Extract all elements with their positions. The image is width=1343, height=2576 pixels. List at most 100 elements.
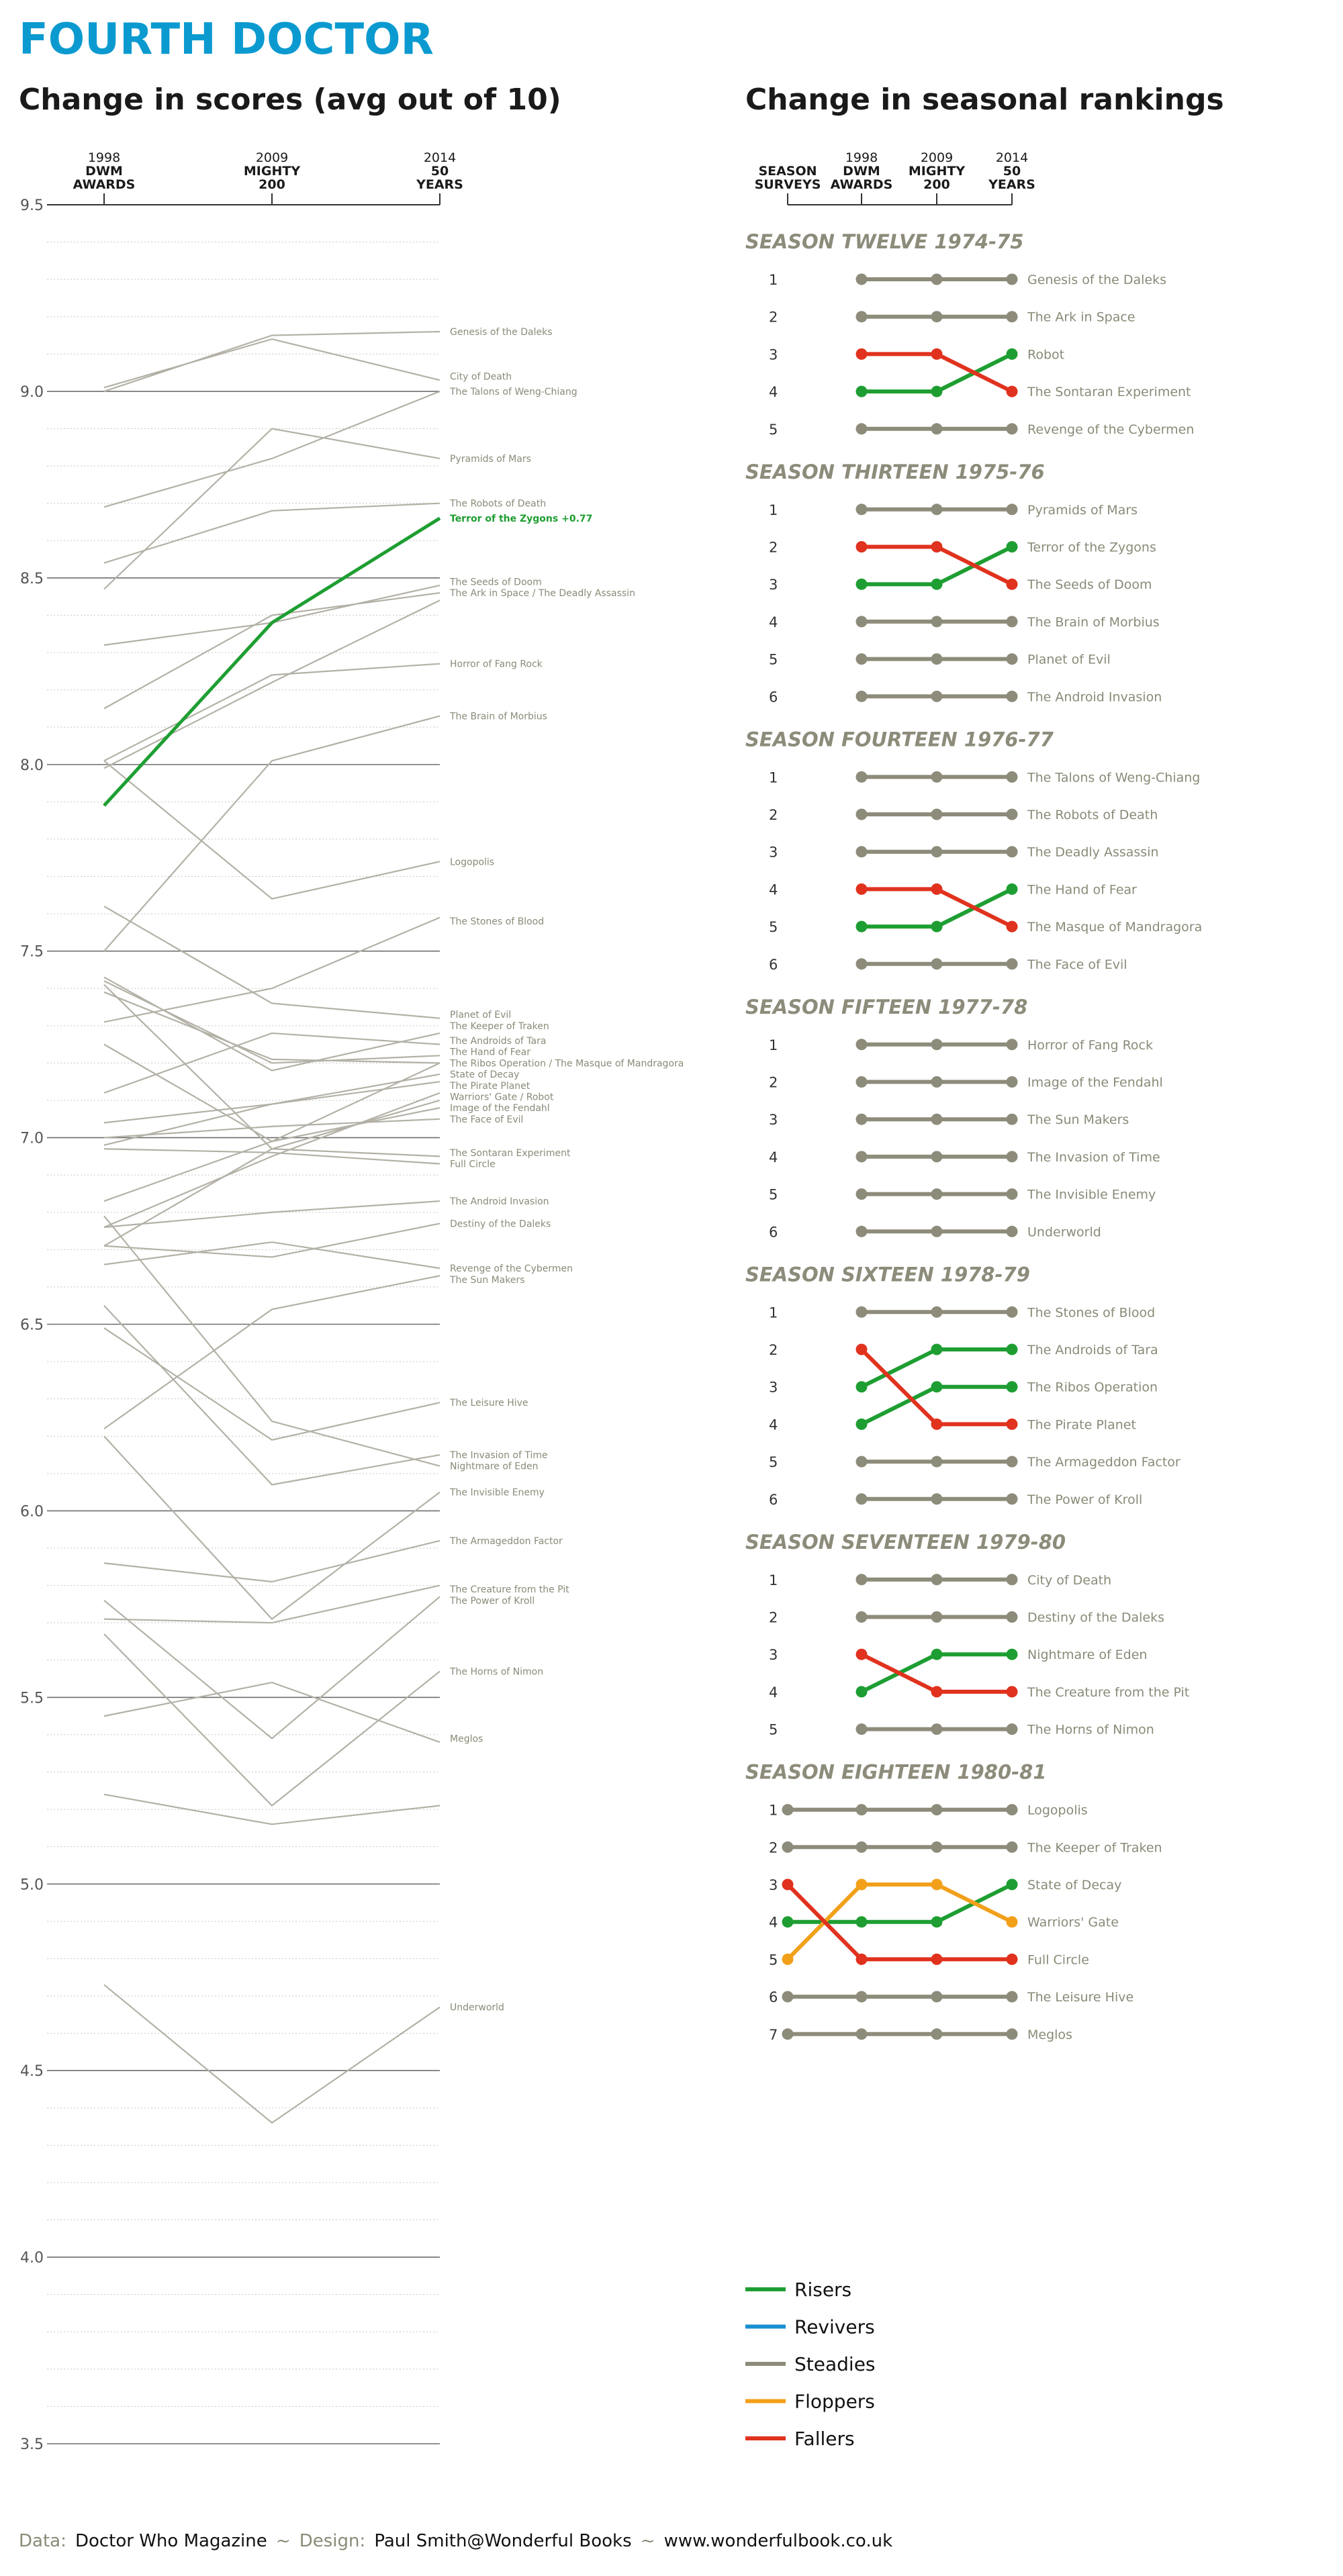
series-end-label: State of Decay (450, 1069, 519, 1080)
rank-point (855, 1113, 868, 1125)
rank-number: 2 (769, 309, 778, 326)
rank-point (782, 1841, 794, 1853)
rank-number: 6 (769, 1224, 778, 1240)
season-years: 1977-78 (938, 996, 1027, 1018)
series-end-label: The Androids of Tara (449, 1036, 546, 1047)
rank-point (1006, 1039, 1018, 1051)
rank-number: 5 (769, 422, 778, 438)
rank-point (1006, 2028, 1018, 2040)
series-end-label: The Invasion of Time (449, 1450, 548, 1461)
series-end-label: Revenge of the Cybermen (450, 1263, 573, 1274)
column-title: 50 (1003, 164, 1021, 179)
rank-point (1006, 348, 1018, 360)
column-title: 50 (431, 164, 449, 179)
rank-story-label: The Keeper of Traken (1027, 1840, 1162, 1855)
series-end-label: Image of the Fendahl (450, 1103, 550, 1114)
rank-story-label: Genesis of the Daleks (1027, 273, 1166, 287)
rank-point (931, 1113, 943, 1125)
highlight-series-label: Terror of the Zygons +0.77 (450, 514, 592, 524)
column-year: 2009 (256, 150, 288, 165)
season-title: SEASON TWELVE 1974-75 (745, 230, 1023, 253)
rank-number: 7 (769, 2027, 778, 2043)
series-line (103, 663, 441, 762)
footer-designer: Paul Smith@Wonderful Books (374, 2531, 631, 2551)
column-title: AWARDS (73, 177, 136, 192)
highlight-series-line (103, 516, 441, 807)
series-end-label: The Sontaran Experiment (449, 1148, 571, 1159)
rank-point (855, 920, 868, 933)
rank-point (855, 1225, 868, 1237)
rank-point (1006, 653, 1018, 665)
series-line (103, 1304, 441, 1486)
rank-number: 5 (769, 919, 778, 935)
series-end-label: Underworld (450, 2003, 504, 2013)
column-year: 1998 (845, 150, 878, 165)
rank-point (1006, 616, 1018, 628)
series-end-label: Full Circle (450, 1159, 496, 1170)
rank-point (931, 2028, 943, 2040)
rank-story-label: The Sun Makers (1027, 1112, 1129, 1127)
rank-number: 2 (769, 807, 778, 823)
footer: Data: Doctor Who Magazine ~ Design: Paul… (19, 2531, 892, 2551)
series-line (103, 1539, 441, 1583)
rank-point (931, 1991, 943, 2003)
y-tick-label: 5.5 (20, 1690, 44, 1707)
rank-point (855, 348, 868, 360)
season-years: 1979-80 (976, 1531, 1066, 1554)
series-line (103, 390, 441, 508)
series-end-label: The Robots of Death (449, 499, 546, 510)
rank-point (1006, 1418, 1018, 1430)
y-tick-label: 5.0 (20, 1876, 44, 1893)
rank-point (1006, 1723, 1018, 1735)
rank-point (855, 1953, 868, 1965)
y-tick-label: 9.0 (20, 384, 44, 401)
series-line (103, 1215, 441, 1467)
y-tick-label: 8.0 (20, 757, 44, 774)
series-line (103, 1107, 441, 1202)
rank-point (931, 1493, 943, 1505)
rank-point (931, 808, 943, 820)
rank-point (1006, 1611, 1018, 1623)
season-years: 1980-81 (957, 1761, 1046, 1784)
rank-number: 6 (769, 1492, 778, 1508)
column-title: YEARS (416, 177, 463, 192)
rank-point (931, 1878, 943, 1891)
rank-point (855, 1306, 868, 1318)
rank-story-label: The Creature from the Pit (1027, 1685, 1189, 1700)
series-line (103, 1584, 441, 1624)
rank-point (1006, 920, 1018, 933)
rank-number: 3 (769, 1647, 778, 1663)
season-block: SEASON THIRTEEN 1975-76 1 2 3 4 5 6 Pyramids of … (745, 461, 1162, 706)
rank-number: 6 (769, 1989, 778, 2005)
series-end-label: The Ark in Space / The Deadly Assassin (449, 588, 635, 599)
rank-point (931, 846, 943, 858)
series-line (103, 600, 441, 769)
series-line (103, 591, 441, 710)
rank-point (931, 1381, 943, 1393)
rank-point (855, 541, 868, 553)
rank-point (855, 273, 868, 285)
series-end-label: Genesis of the Daleks (450, 327, 553, 338)
season-name: SEASON TWELVE (745, 230, 928, 253)
rank-story-label: Terror of the Zygons (1027, 540, 1156, 555)
y-tick-label: 7.5 (20, 944, 44, 961)
rank-point (1006, 1188, 1018, 1200)
rank-point (1006, 385, 1018, 397)
rank-point (931, 1574, 943, 1586)
season-years: 1978-79 (941, 1263, 1030, 1286)
rank-point (855, 1804, 868, 1816)
rank-point (1006, 1686, 1018, 1698)
series-end-label: The Keeper of Traken (449, 1021, 549, 1032)
rank-number: 4 (769, 1149, 778, 1165)
rank-number: 5 (769, 1952, 778, 1968)
rank-point (1006, 1953, 1018, 1965)
column-title: MIGHTY (909, 164, 965, 179)
rank-point (855, 1493, 868, 1505)
rank-point (855, 883, 868, 895)
series-end-label: The Invisible Enemy (449, 1488, 545, 1498)
legend-label: Risers (794, 2279, 851, 2301)
column-title: 200 (923, 177, 950, 192)
rank-point (855, 1151, 868, 1163)
series-end-label: The Brain of Morbius (449, 711, 547, 722)
season-block: SEASON TWELVE 1974-75 1 2 3 4 5 Genesis of the … (745, 230, 1194, 438)
